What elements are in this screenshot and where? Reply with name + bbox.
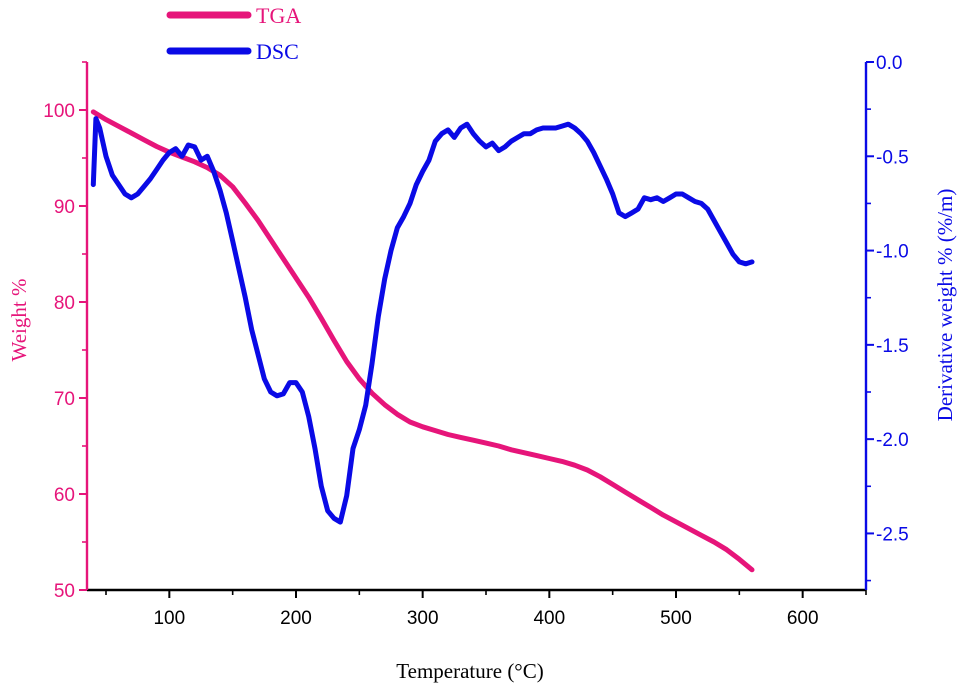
y-left-tick-label: 90 (54, 197, 75, 218)
y-right-tick-label: -1.5 (876, 336, 909, 357)
y-right-tick-label: -1.0 (876, 242, 909, 263)
x-tick-label: 500 (660, 608, 692, 629)
legend-tga-label: TGA (256, 3, 301, 28)
series-layer (90, 109, 755, 573)
y-left-tick-label: 80 (54, 293, 75, 314)
x-tick-label: 600 (787, 608, 819, 629)
x-tick-label: 200 (280, 608, 312, 629)
x-tick-label: 400 (533, 608, 565, 629)
ticks-layer: 100 200 300 400 500 600 50 60 70 80 90 100 0.0 -0.5 -1… (43, 53, 908, 629)
y-left-tick-label: 50 (54, 581, 75, 602)
x-tick-label: 100 (153, 608, 185, 629)
y-right-tick-label: -0.5 (876, 147, 909, 168)
y-right-axis-title: Derivative weight % (%/m) (933, 189, 957, 422)
y-left-axis-title: Weight % (7, 279, 31, 362)
y-right-tick-label: -2.5 (876, 524, 909, 545)
y-left-tick-label: 60 (54, 485, 75, 506)
y-left-tick-label: 100 (43, 101, 75, 122)
tga-series-line (90, 109, 755, 573)
y-right-tick-label: -2.0 (876, 430, 909, 451)
axes-layer (85, 62, 868, 592)
y-right-tick-label: 0.0 (876, 53, 902, 74)
y-left-tick-label: 70 (54, 389, 75, 410)
x-axis-title: Temperature (°C) (396, 659, 543, 683)
dsc-series-line (90, 116, 755, 525)
legend: TGA DSC (166, 3, 301, 64)
legend-dsc-label: DSC (256, 39, 299, 64)
x-tick-label: 300 (407, 608, 439, 629)
